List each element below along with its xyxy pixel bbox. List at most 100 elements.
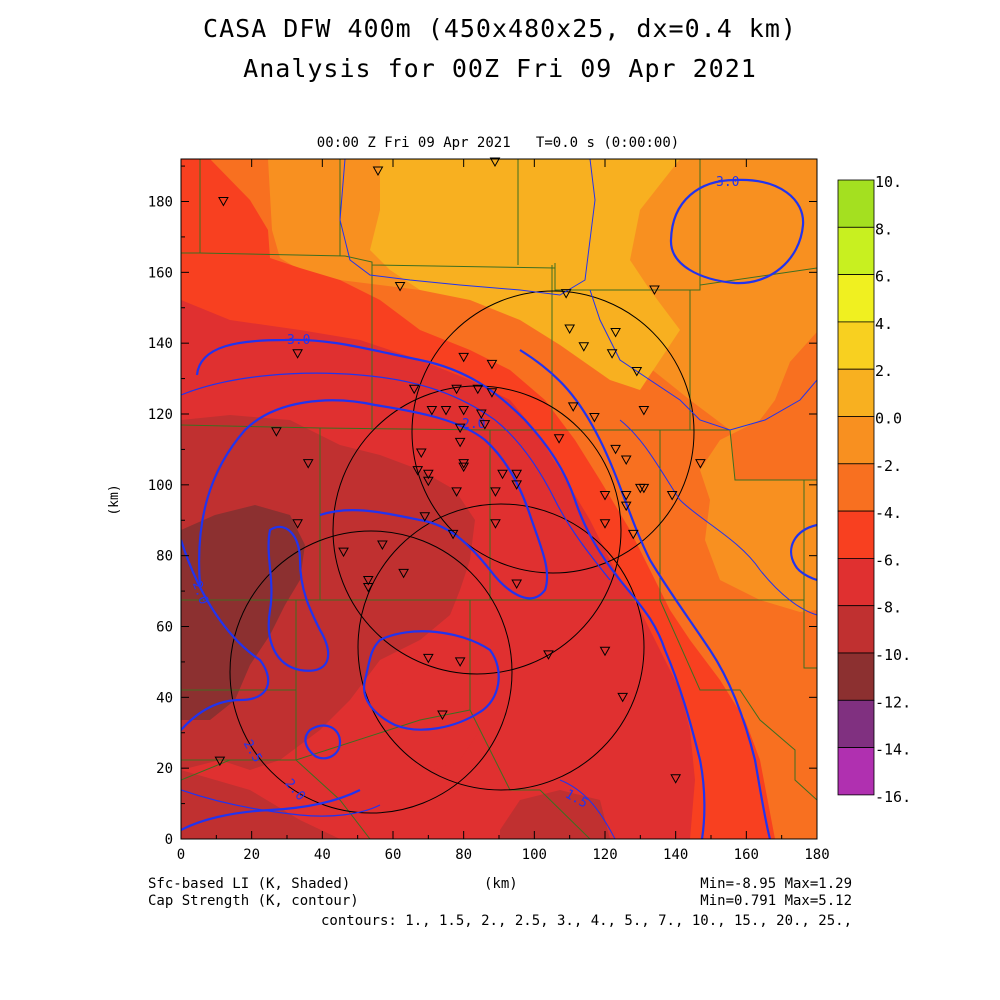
station-marker <box>599 490 611 501</box>
colorbar-swatch <box>837 652 875 701</box>
footer-shaded-minmax: Min=-8.95 Max=1.29 <box>700 876 852 892</box>
x-axis: 0 20 40 60 80 100 120 140 160 180 <box>177 159 830 863</box>
station-marker <box>634 483 646 494</box>
station-marker <box>302 459 314 469</box>
station-marker <box>372 166 384 177</box>
station-marker <box>638 405 650 416</box>
station-marker <box>362 583 374 593</box>
station-marker <box>599 519 611 529</box>
x-tick-label: 100 <box>522 847 547 863</box>
station-marker <box>511 579 523 590</box>
colorbar-label: -12. <box>875 693 911 711</box>
colorbar-label: -2. <box>875 457 902 475</box>
station-marker <box>394 282 406 292</box>
station-marker <box>610 444 621 455</box>
colorbar-label: -4. <box>875 504 902 522</box>
x-tick-label: 160 <box>734 847 759 863</box>
station-marker <box>412 466 424 476</box>
y-tick-label: 80 <box>156 549 173 565</box>
station-marker <box>620 490 632 501</box>
colorbar-label: 4. <box>875 315 893 333</box>
footer-contour-levels: contours: 1., 1.5, 2., 2.5, 3., 4., 5., … <box>320 913 852 929</box>
valid-time-label: 00:00 Z Fri 09 Apr 2021 T=0.0 s (0:00:00… <box>316 135 680 151</box>
station-marker <box>553 434 565 444</box>
station-marker <box>589 413 600 423</box>
station-marker <box>490 519 501 529</box>
colorbar-label: -6. <box>875 551 902 569</box>
y-tick-label: 180 <box>148 195 173 211</box>
x-tick-label: 20 <box>243 847 260 863</box>
colorbar-swatch <box>837 274 875 323</box>
station-marker <box>617 692 629 703</box>
station-marker <box>490 487 501 497</box>
station-marker <box>511 480 523 490</box>
li-region-minus6-minus4-pocket <box>365 680 480 775</box>
radar-range-rings <box>229 290 695 814</box>
county-boundaries <box>181 159 817 839</box>
station-marker <box>489 157 501 168</box>
station-marker <box>543 650 554 660</box>
station-marker <box>398 568 409 579</box>
station-marker <box>560 289 572 299</box>
map-title: CASA DFW 400m (450x480x25, dx=0.4 km) <box>203 14 797 43</box>
station-marker <box>486 388 498 398</box>
contour-label: 3.0 <box>287 333 310 348</box>
y-tick-label: 120 <box>148 407 173 423</box>
x-tick-label: 40 <box>314 847 331 863</box>
station-marker <box>610 328 621 338</box>
station-marker <box>422 469 434 480</box>
station-marker <box>419 512 431 522</box>
station-marker <box>458 462 470 473</box>
station-marker <box>472 384 484 395</box>
station-marker <box>271 427 282 437</box>
station-markers <box>214 157 706 784</box>
colorbar-swatch <box>837 605 875 654</box>
station-marker <box>422 476 434 487</box>
colorbar-label: 2. <box>875 362 893 380</box>
li-region-2-4 <box>370 159 680 390</box>
colorbar-swatch <box>837 179 875 228</box>
station-marker <box>218 197 229 207</box>
footer-contour-field-label: Cap Strength (K, contour) <box>148 893 359 909</box>
colorbar-swatch <box>837 463 875 512</box>
station-marker <box>214 756 226 767</box>
x-tick-label: 180 <box>804 847 829 863</box>
station-marker <box>670 774 682 784</box>
colorbar-swatch <box>837 510 875 559</box>
li-region-minus2-0-east <box>760 332 817 420</box>
y-tick-label: 100 <box>148 478 173 494</box>
colorbar-label: -8. <box>875 599 902 617</box>
station-marker <box>292 519 303 529</box>
colorbar-swatch <box>837 321 875 370</box>
station-marker <box>415 448 427 458</box>
y-tick-label: 160 <box>148 265 173 281</box>
station-marker <box>606 349 618 359</box>
station-marker <box>511 469 523 480</box>
station-marker <box>631 367 643 377</box>
contour-label: 2.0 <box>462 417 485 432</box>
station-marker <box>454 437 466 448</box>
contour-label: 3.0 <box>716 175 739 190</box>
colorbar-swatch <box>837 558 875 607</box>
station-marker <box>426 405 438 416</box>
station-marker <box>620 455 632 466</box>
y-tick-label: 20 <box>156 761 173 777</box>
station-marker <box>451 384 462 395</box>
station-marker <box>497 469 508 480</box>
station-marker <box>458 352 470 363</box>
footer-shaded-field-label: Sfc-based LI (K, Shaded) <box>148 876 351 892</box>
colorbar-label: 10. <box>875 173 902 191</box>
y-tick-label: 60 <box>156 620 173 636</box>
station-marker <box>627 529 639 540</box>
li-region-minus8-minus6-south <box>181 770 340 839</box>
station-marker <box>458 405 470 416</box>
cap-strength-contours <box>181 159 817 839</box>
station-marker <box>454 657 466 667</box>
station-marker <box>447 529 459 540</box>
li-region-minus8-minus6-southeast <box>500 790 610 839</box>
station-marker <box>649 285 660 296</box>
station-marker <box>578 342 590 352</box>
li-shaded-field <box>181 159 817 839</box>
station-marker <box>695 459 706 469</box>
